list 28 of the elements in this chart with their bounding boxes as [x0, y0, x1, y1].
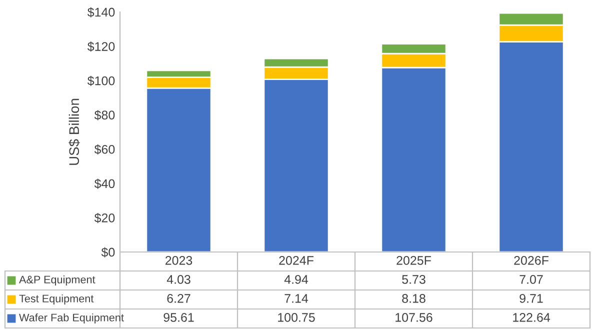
data-label: 6.27	[167, 294, 190, 303]
y-tick-label: $80	[94, 110, 115, 120]
data-label: 107.56	[396, 313, 432, 322]
legend-label: Wafer Fab Equipment	[19, 313, 124, 324]
x-tick-label: 2024F	[279, 256, 314, 265]
data-label: 95.61	[164, 313, 194, 322]
data-label: 100.75	[278, 313, 315, 322]
y-tick-label: $100	[87, 76, 115, 86]
x-tick-label: 2025F	[396, 256, 431, 265]
legend-label: Test Equipment	[19, 294, 94, 305]
y-tick-label: $120	[87, 42, 115, 52]
data-label: 7.07	[520, 275, 543, 284]
x-tick-label: 2026F	[514, 256, 548, 265]
data-label: 122.64	[513, 313, 550, 322]
data-label: 8.18	[402, 294, 426, 303]
legend-label: A&P Equipment	[19, 275, 96, 286]
data-label: 5.73	[402, 275, 426, 284]
data-label: 7.14	[284, 294, 308, 303]
data-label: 4.94	[284, 275, 308, 284]
y-axis-title: US$ Billion	[68, 98, 80, 165]
x-tick-label: 2023	[165, 256, 192, 265]
data-label: 9.71	[520, 294, 543, 303]
y-tick-label: $20	[94, 212, 115, 224]
y-tick-label: $60	[94, 144, 115, 155]
data-label: 4.03	[166, 275, 190, 284]
y-tick-label: $40	[94, 178, 115, 189]
y-tick-label: $0	[101, 247, 115, 258]
y-tick-label: $140	[87, 7, 115, 18]
